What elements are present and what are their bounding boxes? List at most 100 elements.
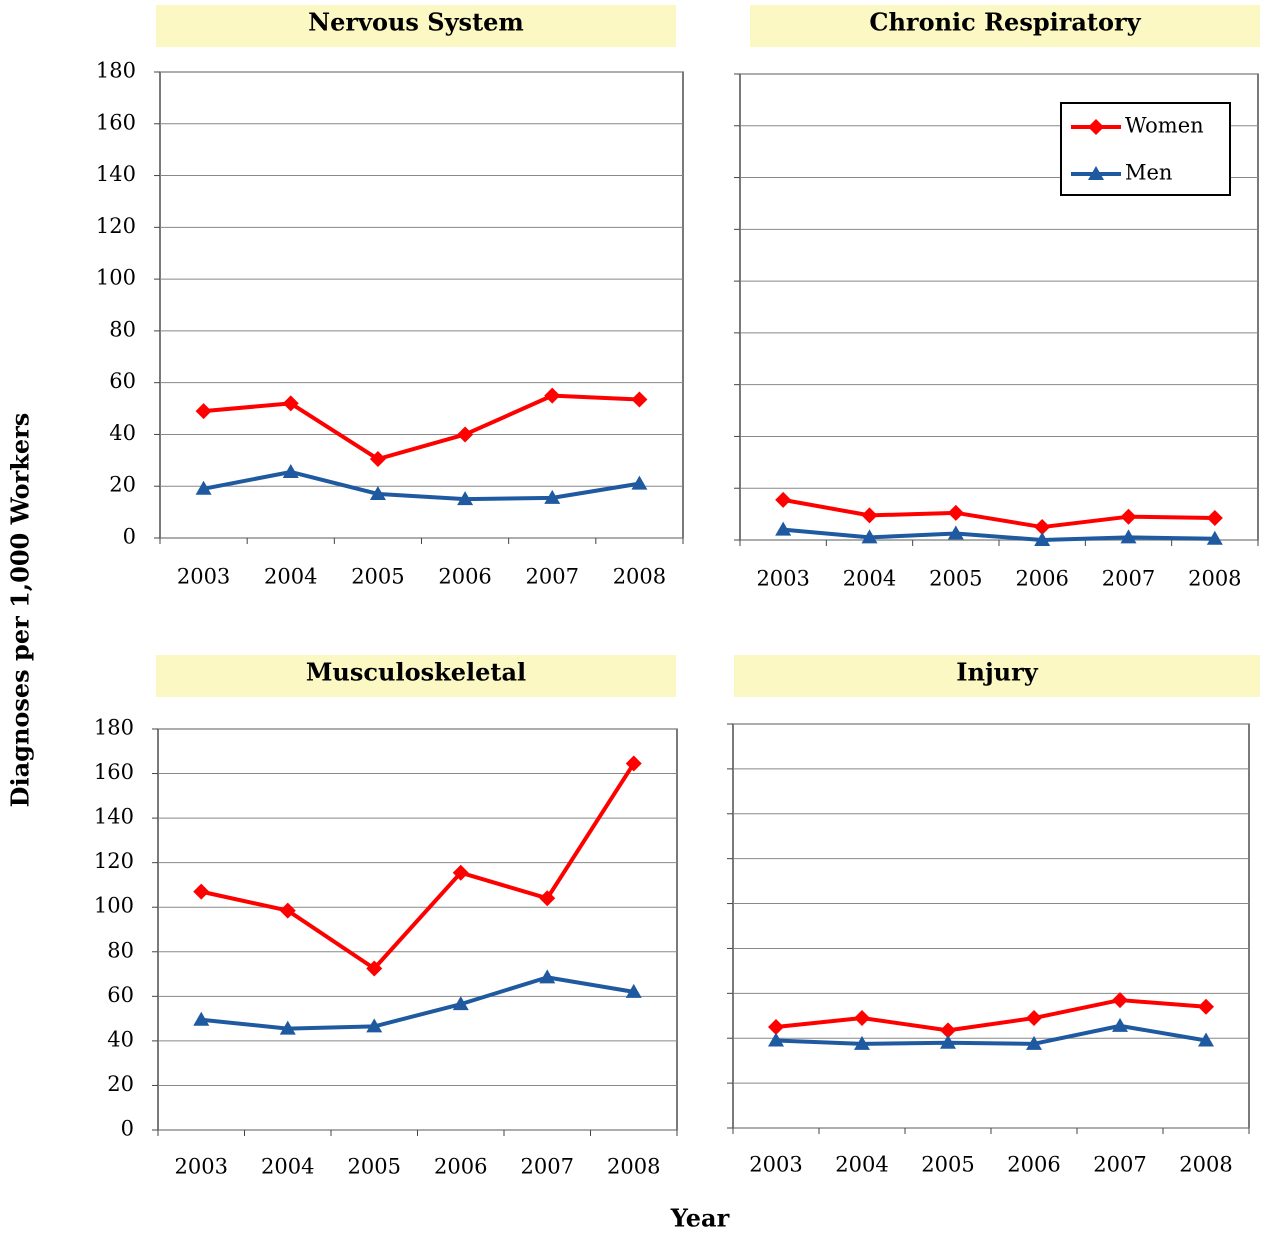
title-box <box>750 5 1260 47</box>
marker <box>768 1032 784 1047</box>
y-tick-label: 120 <box>96 214 136 238</box>
marker <box>940 1034 956 1049</box>
y-tick-label: 0 <box>121 1117 134 1141</box>
series-line <box>775 998 1207 1033</box>
legend-label: Women <box>1125 114 1204 138</box>
x-tick-label: 2007 <box>521 1155 574 1179</box>
y-axis-label: Diagnoses per 1,000 Workers <box>6 413 35 808</box>
x-axis-label: Year <box>670 1204 730 1233</box>
title-box <box>156 5 676 47</box>
marker <box>366 1018 383 1033</box>
y-tick-label: 180 <box>96 59 136 83</box>
x-tick-label: 2006 <box>1007 1153 1060 1177</box>
y-tick-label: 180 <box>94 716 134 740</box>
marker <box>539 890 556 907</box>
y-tick-label: 140 <box>94 805 134 829</box>
y-tick-label: 60 <box>107 983 134 1007</box>
y-tick-label: 0 <box>123 525 136 549</box>
marker <box>1120 508 1137 525</box>
marker <box>282 395 299 412</box>
y-tick-label: 40 <box>109 421 136 445</box>
marker <box>861 507 878 524</box>
marker <box>1198 1032 1214 1047</box>
x-tick-label: 2003 <box>175 1155 228 1179</box>
plot-area <box>157 728 678 1131</box>
plot-area <box>159 71 684 539</box>
series-line <box>203 469 640 502</box>
marker <box>457 426 474 443</box>
chart-title: Chronic Respiratory <box>869 8 1141 37</box>
marker <box>1198 998 1214 1015</box>
marker <box>768 1019 784 1035</box>
series-line <box>203 393 640 462</box>
marker <box>854 1010 870 1027</box>
x-tick-label: 2005 <box>929 567 982 591</box>
marker <box>369 485 386 500</box>
marker <box>861 529 878 544</box>
x-tick-label: 2006 <box>434 1155 487 1179</box>
marker <box>940 1022 956 1039</box>
marker <box>544 387 561 404</box>
series-line <box>782 527 1215 542</box>
chart-title: Injury <box>956 658 1038 687</box>
marker <box>1112 1017 1128 1032</box>
y-tick-label: 100 <box>96 266 136 290</box>
y-tick-label: 140 <box>96 162 136 186</box>
marker <box>457 491 474 506</box>
x-tick-label: 2008 <box>613 565 666 589</box>
x-tick-label: 2004 <box>264 565 317 589</box>
legend-label: Men <box>1125 161 1172 185</box>
y-tick-label: 160 <box>94 760 134 784</box>
marker <box>1034 532 1051 546</box>
y-tick-label: 40 <box>107 1027 134 1051</box>
x-tick-label: 2007 <box>1093 1153 1146 1177</box>
marker <box>1034 519 1051 536</box>
marker <box>193 883 210 900</box>
marker <box>625 755 642 772</box>
marker <box>854 1035 870 1050</box>
marker <box>452 864 469 881</box>
marker <box>193 1011 210 1026</box>
chart-title: Musculoskeletal <box>306 658 526 687</box>
x-tick-label: 2008 <box>1179 1153 1232 1177</box>
marker <box>1026 1035 1042 1050</box>
y-tick-label: 20 <box>109 473 136 497</box>
x-tick-label: 2003 <box>756 567 809 591</box>
marker <box>366 960 383 977</box>
x-tick-label: 2003 <box>177 565 230 589</box>
y-tick-label: 100 <box>94 894 134 918</box>
marker <box>775 491 792 508</box>
marker <box>195 480 212 495</box>
marker <box>631 391 648 408</box>
marker <box>947 525 964 540</box>
marker <box>631 475 648 490</box>
x-tick-label: 2007 <box>1102 567 1155 591</box>
marker <box>369 451 386 468</box>
y-tick-label: 120 <box>94 849 134 873</box>
series-line <box>775 1023 1207 1046</box>
x-tick-label: 2004 <box>261 1155 314 1179</box>
x-tick-label: 2006 <box>1015 567 1068 591</box>
x-tick-label: 2005 <box>348 1155 401 1179</box>
x-tick-label: 2003 <box>749 1153 802 1177</box>
marker <box>1206 530 1223 545</box>
marker <box>1120 529 1137 544</box>
y-tick-label: 80 <box>109 317 136 341</box>
x-tick-label: 2005 <box>921 1153 974 1177</box>
title-box <box>156 655 676 697</box>
x-tick-label: 2008 <box>607 1155 660 1179</box>
marker <box>1112 992 1128 1009</box>
plot-area <box>732 723 1250 1129</box>
y-tick-label: 60 <box>109 369 136 393</box>
x-tick-label: 2008 <box>1188 567 1241 591</box>
marker <box>195 403 212 420</box>
x-tick-label: 2007 <box>526 565 579 589</box>
title-box <box>734 655 1260 697</box>
marker <box>1088 166 1104 180</box>
marker <box>279 1020 296 1035</box>
marker <box>947 504 964 521</box>
marker <box>1206 509 1223 526</box>
marker <box>544 489 561 504</box>
x-tick-label: 2004 <box>835 1153 888 1177</box>
